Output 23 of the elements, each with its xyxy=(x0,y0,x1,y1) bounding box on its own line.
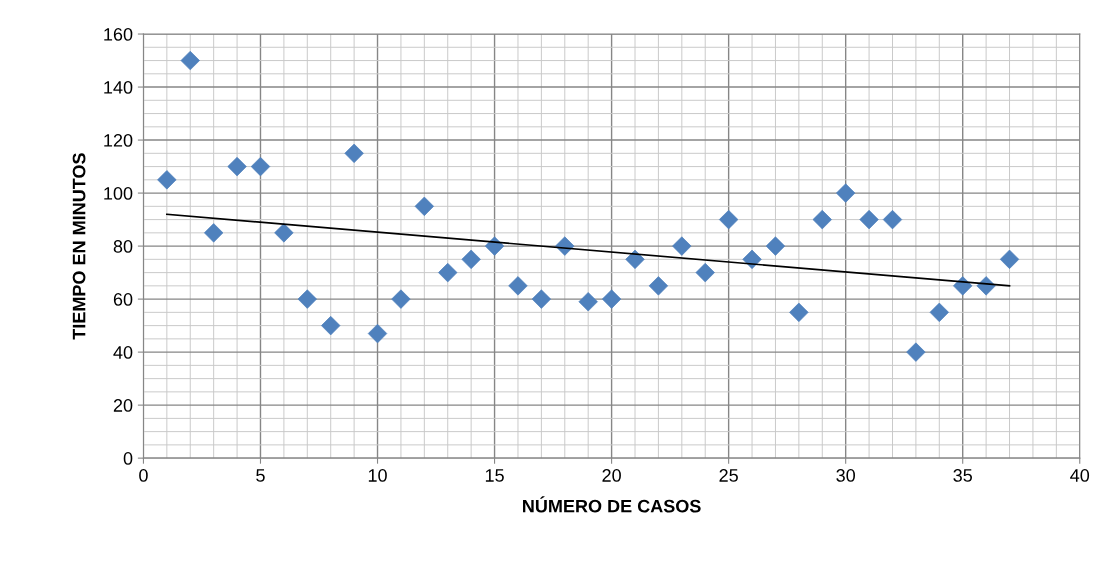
point xyxy=(321,315,341,336)
y-tick-label: 0 xyxy=(123,452,133,465)
y-tick-label: 20 xyxy=(113,399,133,412)
point xyxy=(391,289,411,309)
x-tick-label: 25 xyxy=(719,469,738,482)
x-tick-label: 30 xyxy=(836,469,856,482)
x-tick-label: 5 xyxy=(256,469,265,482)
x-tick-label: 10 xyxy=(368,469,387,482)
point xyxy=(882,209,903,230)
x-tick-label: 15 xyxy=(485,469,504,482)
y-axis-title: TIEMPO EN MINUTOS xyxy=(72,153,86,340)
x-tick-label: 40 xyxy=(1070,469,1090,482)
y-tick-label: 60 xyxy=(113,293,133,306)
y-tick-label: 40 xyxy=(113,346,133,359)
y-tick-label: 100 xyxy=(104,187,133,200)
x-tick-label: 20 xyxy=(602,469,621,482)
x-tick-label: 35 xyxy=(953,469,972,482)
y-tick-label: 160 xyxy=(104,27,133,41)
y-tick-label: 120 xyxy=(104,134,133,147)
y-tick-label: 80 xyxy=(113,240,133,253)
x-tick-label: 0 xyxy=(139,469,148,482)
y-tick-label: 140 xyxy=(104,80,133,94)
x-axis-title: NÚMERO DE CASOS xyxy=(523,496,701,513)
